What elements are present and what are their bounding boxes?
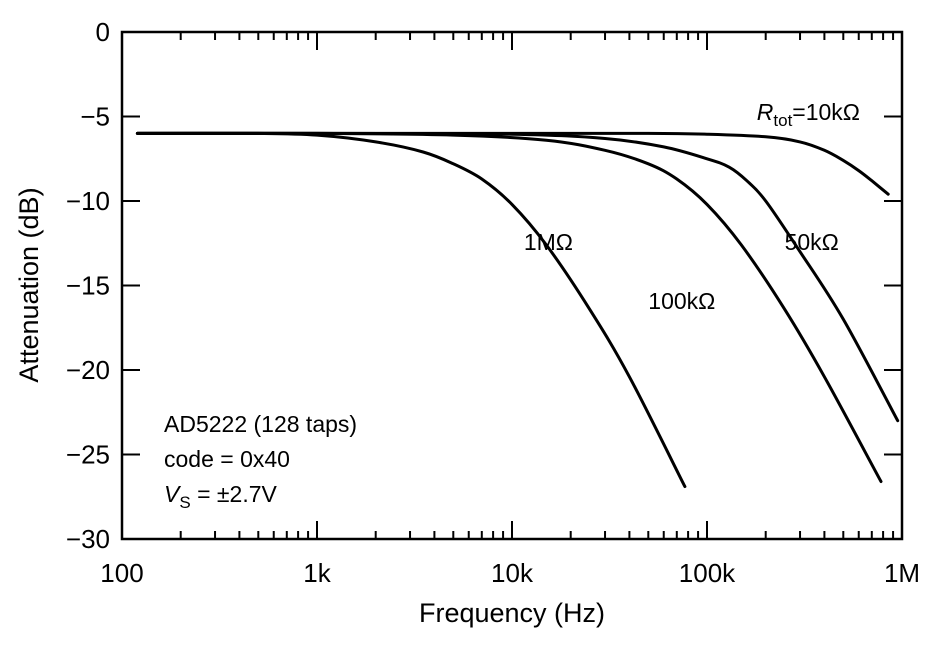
y-tick-label: −30 — [66, 524, 110, 554]
y-axis-title: Attenuation (dB) — [14, 187, 44, 382]
series-line-3 — [135, 131, 687, 489]
y-tick-label: −25 — [66, 440, 110, 470]
series-label-1: 50kΩ — [785, 229, 839, 255]
x-axis-tick-labels: 100 1k 10k 100k 1M — [100, 558, 920, 588]
series-line-2 — [135, 131, 883, 483]
series-curves — [135, 131, 900, 489]
series-label-3: 1MΩ — [524, 229, 573, 255]
y-tick-label: −5 — [80, 102, 110, 132]
series-line-0 — [135, 131, 890, 196]
y-tick-label: 0 — [96, 17, 110, 47]
annotation-supply-value: = ±2.7V — [191, 481, 278, 507]
x-tick-label: 100 — [100, 558, 143, 588]
x-axis-ticks — [121, 32, 903, 539]
y-axis-ticks — [122, 31, 902, 540]
annotation-device: AD5222 (128 taps) — [164, 411, 357, 437]
series-labels: Rtot=10kΩ 50kΩ 100kΩ 1MΩ — [524, 99, 860, 314]
x-tick-label: 1M — [884, 558, 920, 588]
y-axis-tick-labels: 0 −5 −10 −15 −20 −25 −30 — [66, 17, 110, 554]
x-axis-title: Frequency (Hz) — [419, 598, 605, 628]
annotation-supply: VS = ±2.7V — [164, 481, 277, 512]
annotation-block: AD5222 (128 taps) code = 0x40 VS = ±2.7V — [164, 411, 357, 512]
series-label-0: Rtot=10kΩ — [757, 99, 860, 130]
annotation-supply-symbol: V — [164, 481, 182, 507]
series-line-1 — [135, 131, 900, 423]
series-label-2: 100kΩ — [648, 288, 715, 314]
x-tick-label: 100k — [679, 558, 736, 588]
x-tick-label: 1k — [303, 558, 331, 588]
annotation-code: code = 0x40 — [164, 446, 290, 472]
x-tick-label: 10k — [491, 558, 534, 588]
y-tick-label: −15 — [66, 271, 110, 301]
y-tick-label: −10 — [66, 186, 110, 216]
y-tick-label: −20 — [66, 355, 110, 385]
annotation-supply-subscript: S — [179, 493, 190, 512]
